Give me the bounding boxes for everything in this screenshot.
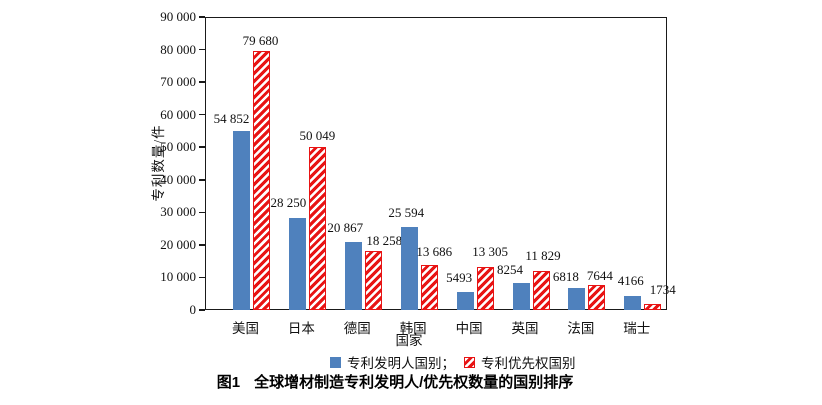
- y-axis-tick-label: 0: [189, 302, 197, 317]
- bar-inventor-country: [233, 131, 250, 310]
- x-category-label: 德国: [343, 321, 371, 336]
- bar-value-label: 4166: [617, 273, 644, 289]
- x-category-label: 瑞士: [623, 321, 651, 336]
- y-axis-tick-label: 40 000: [160, 171, 196, 187]
- x-category-label: 韩国: [399, 321, 427, 336]
- x-category-label: 法国: [567, 321, 595, 336]
- x-category-label: 中国: [455, 321, 483, 336]
- x-category-label: 日本: [287, 321, 315, 336]
- bar-inventor-country: [568, 287, 586, 310]
- bar-priority-country: [420, 265, 438, 310]
- y-axis-title: 专利数量/件: [151, 124, 166, 202]
- legend-swatch-solid-icon: [330, 356, 341, 368]
- y-axis-tick-label: 10 000: [160, 269, 196, 285]
- bar-value-label: 11 829: [525, 248, 561, 264]
- bar-priority-country: [532, 271, 550, 310]
- bar-value-label: 50 049: [299, 128, 336, 144]
- y-axis-tick-label: 50 000: [160, 139, 196, 155]
- y-axis-tick-label: 30 000: [160, 204, 196, 220]
- bar-value-label: 79 680: [242, 32, 279, 48]
- y-axis-tick: [199, 244, 205, 246]
- x-axis-title: 国家: [395, 333, 423, 348]
- bar-value-label: 1734: [649, 282, 676, 298]
- y-axis-tick: [199, 81, 205, 83]
- bar-value-label: 20 867: [327, 220, 364, 236]
- bar-value-label: 28 250: [270, 195, 307, 211]
- bar-priority-country: [308, 147, 326, 310]
- y-axis-tick: [199, 179, 205, 181]
- bar-value-label: 6818: [552, 268, 579, 284]
- y-axis-tick-label: 80 000: [160, 41, 196, 57]
- bar-value-label: 54 852: [213, 111, 250, 127]
- figure-caption: 图1 全球增材制造专利发明人/优先权数量的国别排序: [0, 371, 790, 392]
- bar-inventor-country: [400, 226, 418, 310]
- y-axis-tick: [199, 146, 205, 148]
- bar-inventor-country: [456, 292, 474, 310]
- y-axis-tick-label: 60 000: [160, 106, 196, 122]
- y-axis-tick-label: 70 000: [160, 74, 196, 90]
- bar-inventor-country: [512, 283, 530, 310]
- y-axis-tick: [199, 16, 205, 18]
- bar-value-label: 18 258: [366, 232, 403, 248]
- y-axis-tick-label: 20 000: [160, 236, 196, 252]
- bar-inventor-country: [288, 218, 306, 310]
- bar-value-label: 13 305: [472, 243, 508, 259]
- x-category-label: 美国: [232, 321, 259, 336]
- plot-area: [205, 17, 667, 310]
- legend-label-priority-country: 专利优先权国别: [481, 356, 576, 371]
- y-axis-tick-label: 90 000: [160, 9, 196, 24]
- x-category-label: 英国: [511, 321, 539, 336]
- bar-value-label: 7644: [586, 268, 613, 284]
- bar-priority-country: [253, 50, 270, 310]
- y-axis-tick: [199, 276, 205, 279]
- bar-priority-country: [364, 250, 382, 310]
- figure-caption-number: 图1: [216, 374, 241, 391]
- bar-inventor-country: [624, 296, 642, 310]
- bar-value-label: 8254: [497, 262, 523, 278]
- figure-caption-text: 全球增材制造专利发明人/优先权数量的国别排序: [254, 374, 574, 391]
- bar-priority-country: [588, 285, 606, 310]
- bar-priority-country: [476, 266, 494, 310]
- legend-separator: ；: [441, 356, 456, 371]
- bar-priority-country: [644, 304, 662, 310]
- bar-value-label: 5493: [446, 270, 473, 286]
- y-axis-tick: [199, 48, 205, 51]
- legend-swatch-hatched-icon: [464, 356, 475, 368]
- y-axis-tick: [199, 211, 205, 214]
- bar-value-label: 13 686: [416, 244, 453, 260]
- y-axis-tick: [199, 113, 205, 116]
- legend-label-inventor-country: 专利发明人国别: [347, 356, 442, 371]
- bar-value-label: 25 594: [388, 204, 425, 220]
- legend: 专利发明人国别 ； 专利优先权国别: [330, 352, 576, 372]
- bar-inventor-country: [344, 242, 362, 310]
- y-axis-tick: [199, 309, 205, 311]
